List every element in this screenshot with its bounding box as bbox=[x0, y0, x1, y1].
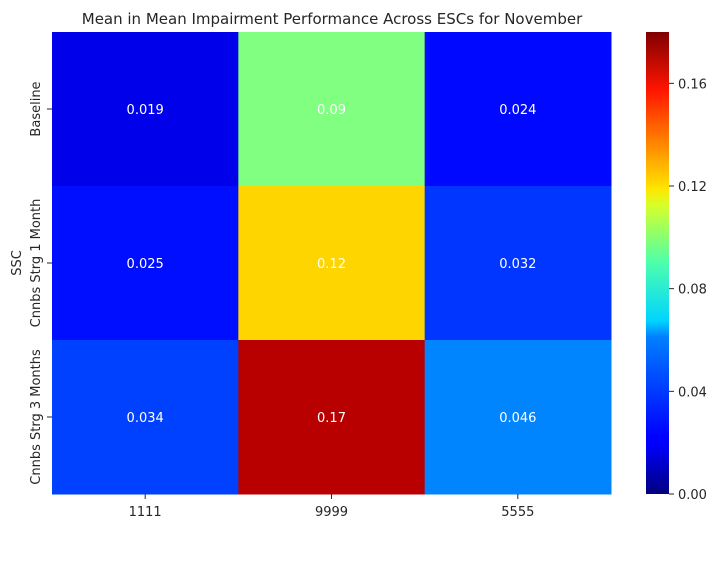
colorbar-tick-label: 0.00 bbox=[678, 488, 707, 503]
heatmap-cells bbox=[52, 32, 612, 495]
cell-value-label: 0.046 bbox=[499, 411, 536, 426]
cell-value-label: 0.034 bbox=[127, 411, 164, 426]
heatmap-cell bbox=[424, 340, 612, 495]
cell-value-label: 0.17 bbox=[317, 411, 346, 426]
cell-value-label: 0.019 bbox=[127, 103, 164, 118]
cell-value-label: 0.032 bbox=[499, 257, 536, 272]
heatmap-cell bbox=[52, 32, 239, 187]
y-axis-label: SSC bbox=[10, 250, 25, 276]
cell-value-label: 0.09 bbox=[317, 103, 346, 118]
x-axis-ticks: 1111 9999 5555 bbox=[129, 494, 534, 520]
cell-value-label: 0.12 bbox=[317, 257, 346, 272]
heatmap-cell bbox=[238, 32, 426, 187]
heatmap-cell bbox=[52, 186, 239, 341]
colorbar-tick-label: 0.12 bbox=[678, 180, 707, 195]
cell-value-label: 0.025 bbox=[127, 257, 164, 272]
x-tick-label: 5555 bbox=[501, 505, 534, 520]
cell-value-label: 0.024 bbox=[499, 103, 536, 118]
heatmap-cell bbox=[238, 186, 426, 341]
colorbar-tick-label: 0.08 bbox=[678, 283, 707, 298]
heatmap-cell bbox=[424, 186, 612, 341]
y-axis-ticks: Baseline Cnnbs Strg 1 Month Cnnbs Strg 3 M… bbox=[29, 81, 52, 485]
x-tick-label: 1111 bbox=[129, 505, 162, 520]
colorbar-tick-label: 0.16 bbox=[678, 77, 707, 92]
heatmap-cell bbox=[424, 32, 612, 187]
heatmap-cell-labels: 0.019 0.09 0.024 0.025 0.12 0.032 0.034 0.17 0.0… bbox=[127, 103, 537, 426]
colorbar bbox=[646, 32, 669, 494]
colorbar-ticks: 0.00 0.04 0.08 0.12 0.16 bbox=[669, 77, 707, 503]
y-tick-label: Baseline bbox=[29, 81, 44, 136]
y-tick-label: Cnnbs Strg 1 Month bbox=[29, 199, 44, 328]
x-tick-label: 9999 bbox=[315, 505, 348, 520]
chart-title: Mean in Mean Impairment Performance Acro… bbox=[82, 10, 583, 28]
heatmap-cell bbox=[238, 340, 426, 495]
colorbar-tick-label: 0.04 bbox=[678, 385, 707, 400]
y-tick-label: Cnnbs Strg 3 Months bbox=[29, 349, 44, 485]
heatmap-cell bbox=[52, 340, 239, 495]
